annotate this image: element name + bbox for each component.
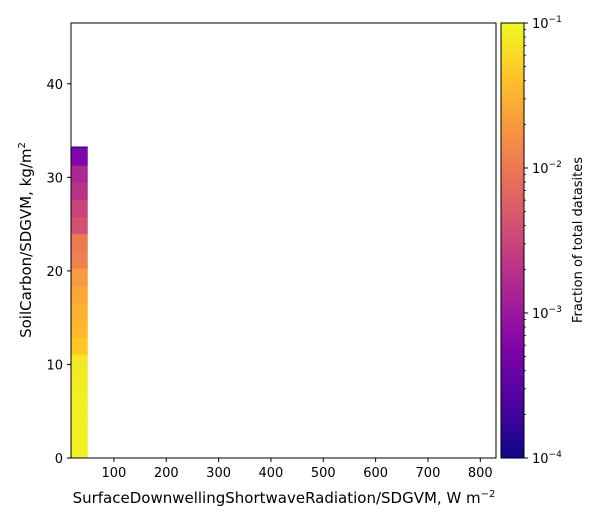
colorbar-tick-label: 10−3 <box>532 305 562 322</box>
x-tick-label: 200 <box>154 466 179 481</box>
y-tick-label: 40 <box>46 78 63 93</box>
heatmap-cell <box>71 182 88 201</box>
heatmap-cell <box>71 302 88 321</box>
colorbar-tick-label: 10−1 <box>532 15 562 32</box>
x-tick-label: 700 <box>416 466 441 481</box>
heatmap-cell <box>71 268 88 287</box>
y-tick-label: 30 <box>46 171 63 186</box>
x-tick-label: 300 <box>206 466 231 481</box>
heatmap-cell <box>71 320 88 338</box>
x-axis-label: SurfaceDownwellingShortwaveRadiation/SDG… <box>73 489 496 507</box>
heatmap-cell <box>71 251 88 269</box>
heatmap-cell <box>71 388 88 407</box>
x-tick-label: 100 <box>102 466 127 481</box>
colorbar-label: Fraction of total datasites <box>571 157 586 323</box>
heatmap-cell <box>71 285 88 304</box>
heatmap-cell <box>71 423 88 442</box>
x-tick-label: 500 <box>311 466 336 481</box>
y-axis-label: SoilCarbon/SDGVM, kg/m2 <box>17 142 35 338</box>
heatmap-cell <box>71 199 88 218</box>
heatmap-cell <box>71 371 88 390</box>
heatmap-cells <box>71 146 88 459</box>
y-tick-label: 0 <box>55 452 63 467</box>
colorbar-tick-label: 10−2 <box>532 160 562 177</box>
colorbar-tick-label: 10−4 <box>532 450 562 467</box>
y-tick-label: 10 <box>46 358 63 373</box>
colorbar <box>500 22 525 459</box>
heatmap-cell <box>71 354 88 373</box>
plot-area-frame <box>70 22 497 459</box>
x-tick-label: 400 <box>259 466 284 481</box>
heatmap-cell <box>71 233 88 252</box>
heatmap-cell <box>71 147 88 166</box>
colorbar-ticks: 10−1 10−2 10−3 10−4 <box>524 15 562 467</box>
heatmap-cell <box>71 165 88 183</box>
y-axis-ticks: 0 10 20 30 40 <box>46 78 71 467</box>
x-axis-ticks: 100 200 300 400 500 600 700 800 <box>102 458 493 481</box>
heatmap-cell <box>71 337 88 355</box>
heatmap-cell <box>71 216 88 234</box>
heatmap-cell <box>71 406 88 424</box>
x-tick-label: 600 <box>363 466 388 481</box>
heatmap-cell <box>71 441 88 459</box>
heatmap-cell <box>71 146 88 148</box>
x-tick-label: 800 <box>468 466 493 481</box>
y-tick-label: 20 <box>46 265 63 280</box>
